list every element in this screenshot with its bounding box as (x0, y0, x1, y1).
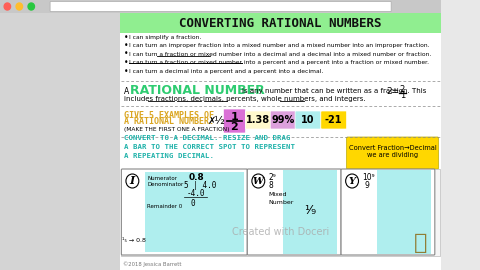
Text: (MAKE THE FIRST ONE A FRACTION): (MAKE THE FIRST ONE A FRACTION) (124, 127, 229, 131)
Text: CONVERT TO A DECIMAL. RESIZE AND DRAG
A BAR TO THE CORRECT SPOT TO REPRESENT
A R: CONVERT TO A DECIMAL. RESIZE AND DRAG A … (124, 135, 295, 159)
Text: ©2018 Jessica Barrett: ©2018 Jessica Barrett (123, 261, 182, 267)
Text: 2: 2 (230, 123, 238, 133)
Text: GIVE 5 EXAMPLES OF: GIVE 5 EXAMPLES OF (124, 110, 214, 120)
FancyBboxPatch shape (347, 137, 439, 169)
Text: I can turn an improper fraction into a mixed number and a mixed number into an i: I can turn an improper fraction into a m… (129, 43, 429, 48)
Text: 9: 9 (365, 181, 370, 190)
Text: 99%: 99% (272, 115, 295, 125)
Text: 10⁹: 10⁹ (362, 174, 375, 183)
Text: 1: 1 (400, 92, 405, 100)
Text: ¹⁄₉: ¹⁄₉ (304, 204, 316, 217)
Text: I can turn a fraction or mixed number into a percent and a percent into a fracti: I can turn a fraction or mixed number in… (129, 60, 429, 65)
FancyBboxPatch shape (121, 169, 247, 255)
Circle shape (126, 174, 139, 188)
Text: 5 | 4.0: 5 | 4.0 (184, 181, 216, 190)
Text: 1.38: 1.38 (246, 115, 270, 125)
FancyBboxPatch shape (377, 170, 431, 254)
Text: 2⁹: 2⁹ (268, 174, 276, 183)
Text: I can simplify a fraction.: I can simplify a fraction. (129, 35, 201, 39)
Text: RATIONAL NUMBER: RATIONAL NUMBER (130, 84, 264, 97)
Text: 0: 0 (190, 198, 195, 208)
FancyBboxPatch shape (145, 172, 244, 252)
FancyBboxPatch shape (245, 111, 271, 129)
Text: -4.0: -4.0 (187, 188, 205, 197)
Text: A: A (124, 86, 129, 96)
Text: 8: 8 (268, 181, 273, 190)
FancyBboxPatch shape (341, 169, 435, 255)
Text: •: • (124, 66, 129, 76)
Text: I can turn a fraction or mixed number into a decimal and a decimal into a mixed : I can turn a fraction or mixed number in… (129, 52, 431, 56)
Text: A RATIONAL NUMBER:: A RATIONAL NUMBER: (124, 117, 214, 127)
Circle shape (28, 3, 35, 10)
Text: •: • (124, 32, 129, 42)
Text: ¹₅ → 0.8: ¹₅ → 0.8 (122, 238, 146, 242)
Text: we are dividing: we are dividing (367, 152, 418, 158)
Text: •: • (124, 49, 129, 59)
Text: 10: 10 (301, 115, 315, 125)
Text: Denominator: Denominator (147, 183, 183, 187)
Text: Convert Fraction→Decimal: Convert Fraction→Decimal (348, 145, 436, 151)
Text: Numerator: Numerator (147, 177, 177, 181)
Text: ½: ½ (213, 116, 224, 126)
Text: CONVERTING RATIONAL NUMBERS: CONVERTING RATIONAL NUMBERS (179, 17, 382, 30)
Circle shape (16, 3, 23, 10)
Text: Created with Doceri: Created with Doceri (232, 227, 329, 237)
Text: ✗: ✗ (208, 116, 216, 126)
Text: -21: -21 (325, 115, 342, 125)
Text: •: • (124, 58, 129, 67)
FancyBboxPatch shape (120, 13, 441, 33)
Text: includes fractions, decimals, percents, whole numbers, and integers.: includes fractions, decimals, percents, … (124, 96, 366, 102)
FancyBboxPatch shape (295, 111, 321, 129)
Text: Y: Y (348, 177, 356, 185)
FancyBboxPatch shape (247, 169, 341, 255)
FancyBboxPatch shape (121, 169, 440, 256)
FancyBboxPatch shape (270, 111, 296, 129)
Text: 2: 2 (400, 85, 405, 94)
Text: 2=: 2= (386, 86, 399, 96)
Circle shape (346, 174, 359, 188)
Text: Remainder 0: Remainder 0 (147, 204, 182, 210)
FancyBboxPatch shape (223, 109, 245, 133)
FancyBboxPatch shape (283, 170, 337, 254)
Text: W: W (253, 177, 264, 185)
FancyBboxPatch shape (50, 2, 391, 12)
Text: 1: 1 (230, 112, 238, 122)
Text: Mixed: Mixed (268, 193, 287, 197)
Text: 0.8: 0.8 (189, 173, 204, 181)
Text: I: I (130, 176, 135, 187)
FancyBboxPatch shape (120, 13, 441, 270)
FancyBboxPatch shape (321, 111, 347, 129)
FancyBboxPatch shape (0, 0, 441, 13)
Circle shape (4, 3, 11, 10)
FancyBboxPatch shape (0, 13, 120, 270)
Circle shape (252, 174, 265, 188)
Text: •: • (124, 41, 129, 50)
Text: Number: Number (268, 200, 294, 204)
Text: 👋: 👋 (413, 233, 427, 253)
Text: I can turn a decimal into a percent and a percent into a decimal.: I can turn a decimal into a percent and … (129, 69, 323, 73)
Text: is any number that can be written as a fraction. This: is any number that can be written as a f… (242, 88, 426, 94)
